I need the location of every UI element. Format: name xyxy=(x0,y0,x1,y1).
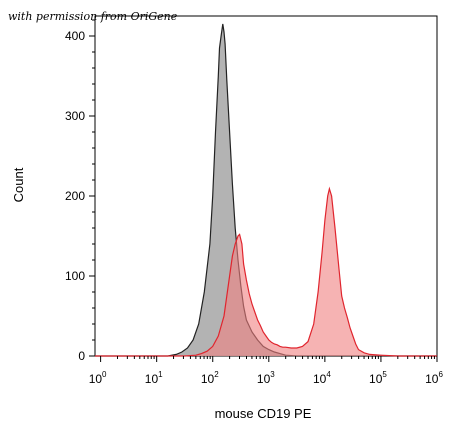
x-tick-label: 105 xyxy=(369,370,387,386)
plot-frame xyxy=(94,15,438,357)
x-tick-label: 104 xyxy=(313,370,331,386)
x-axis: 100 101 102 103 104 105 106 xyxy=(89,356,443,386)
x-tick-label: 106 xyxy=(425,370,443,386)
series-area-0 xyxy=(95,24,437,356)
plot-area xyxy=(94,15,438,357)
x-tick-label: 102 xyxy=(201,370,219,386)
x-tick-label: 101 xyxy=(145,370,163,386)
series-area-1 xyxy=(95,188,437,356)
y-tick-label: 200 xyxy=(65,189,85,203)
watermark-text: with permission from OriGene xyxy=(8,10,178,23)
x-axis-title: mouse CD19 PE xyxy=(215,406,312,421)
y-tick-label: 0 xyxy=(78,349,85,363)
y-axis-title: Count xyxy=(11,167,26,202)
y-tick-label: 100 xyxy=(65,269,85,283)
x-tick-label: 103 xyxy=(257,370,275,386)
series-line-0 xyxy=(95,23,437,357)
x-tick-label: 100 xyxy=(89,370,107,386)
series-layer xyxy=(95,23,437,357)
y-tick-label: 300 xyxy=(65,109,85,123)
y-tick-label: 400 xyxy=(65,29,85,43)
series-line-1 xyxy=(95,186,437,357)
y-axis: 0 100 200 300 400 xyxy=(65,19,95,363)
